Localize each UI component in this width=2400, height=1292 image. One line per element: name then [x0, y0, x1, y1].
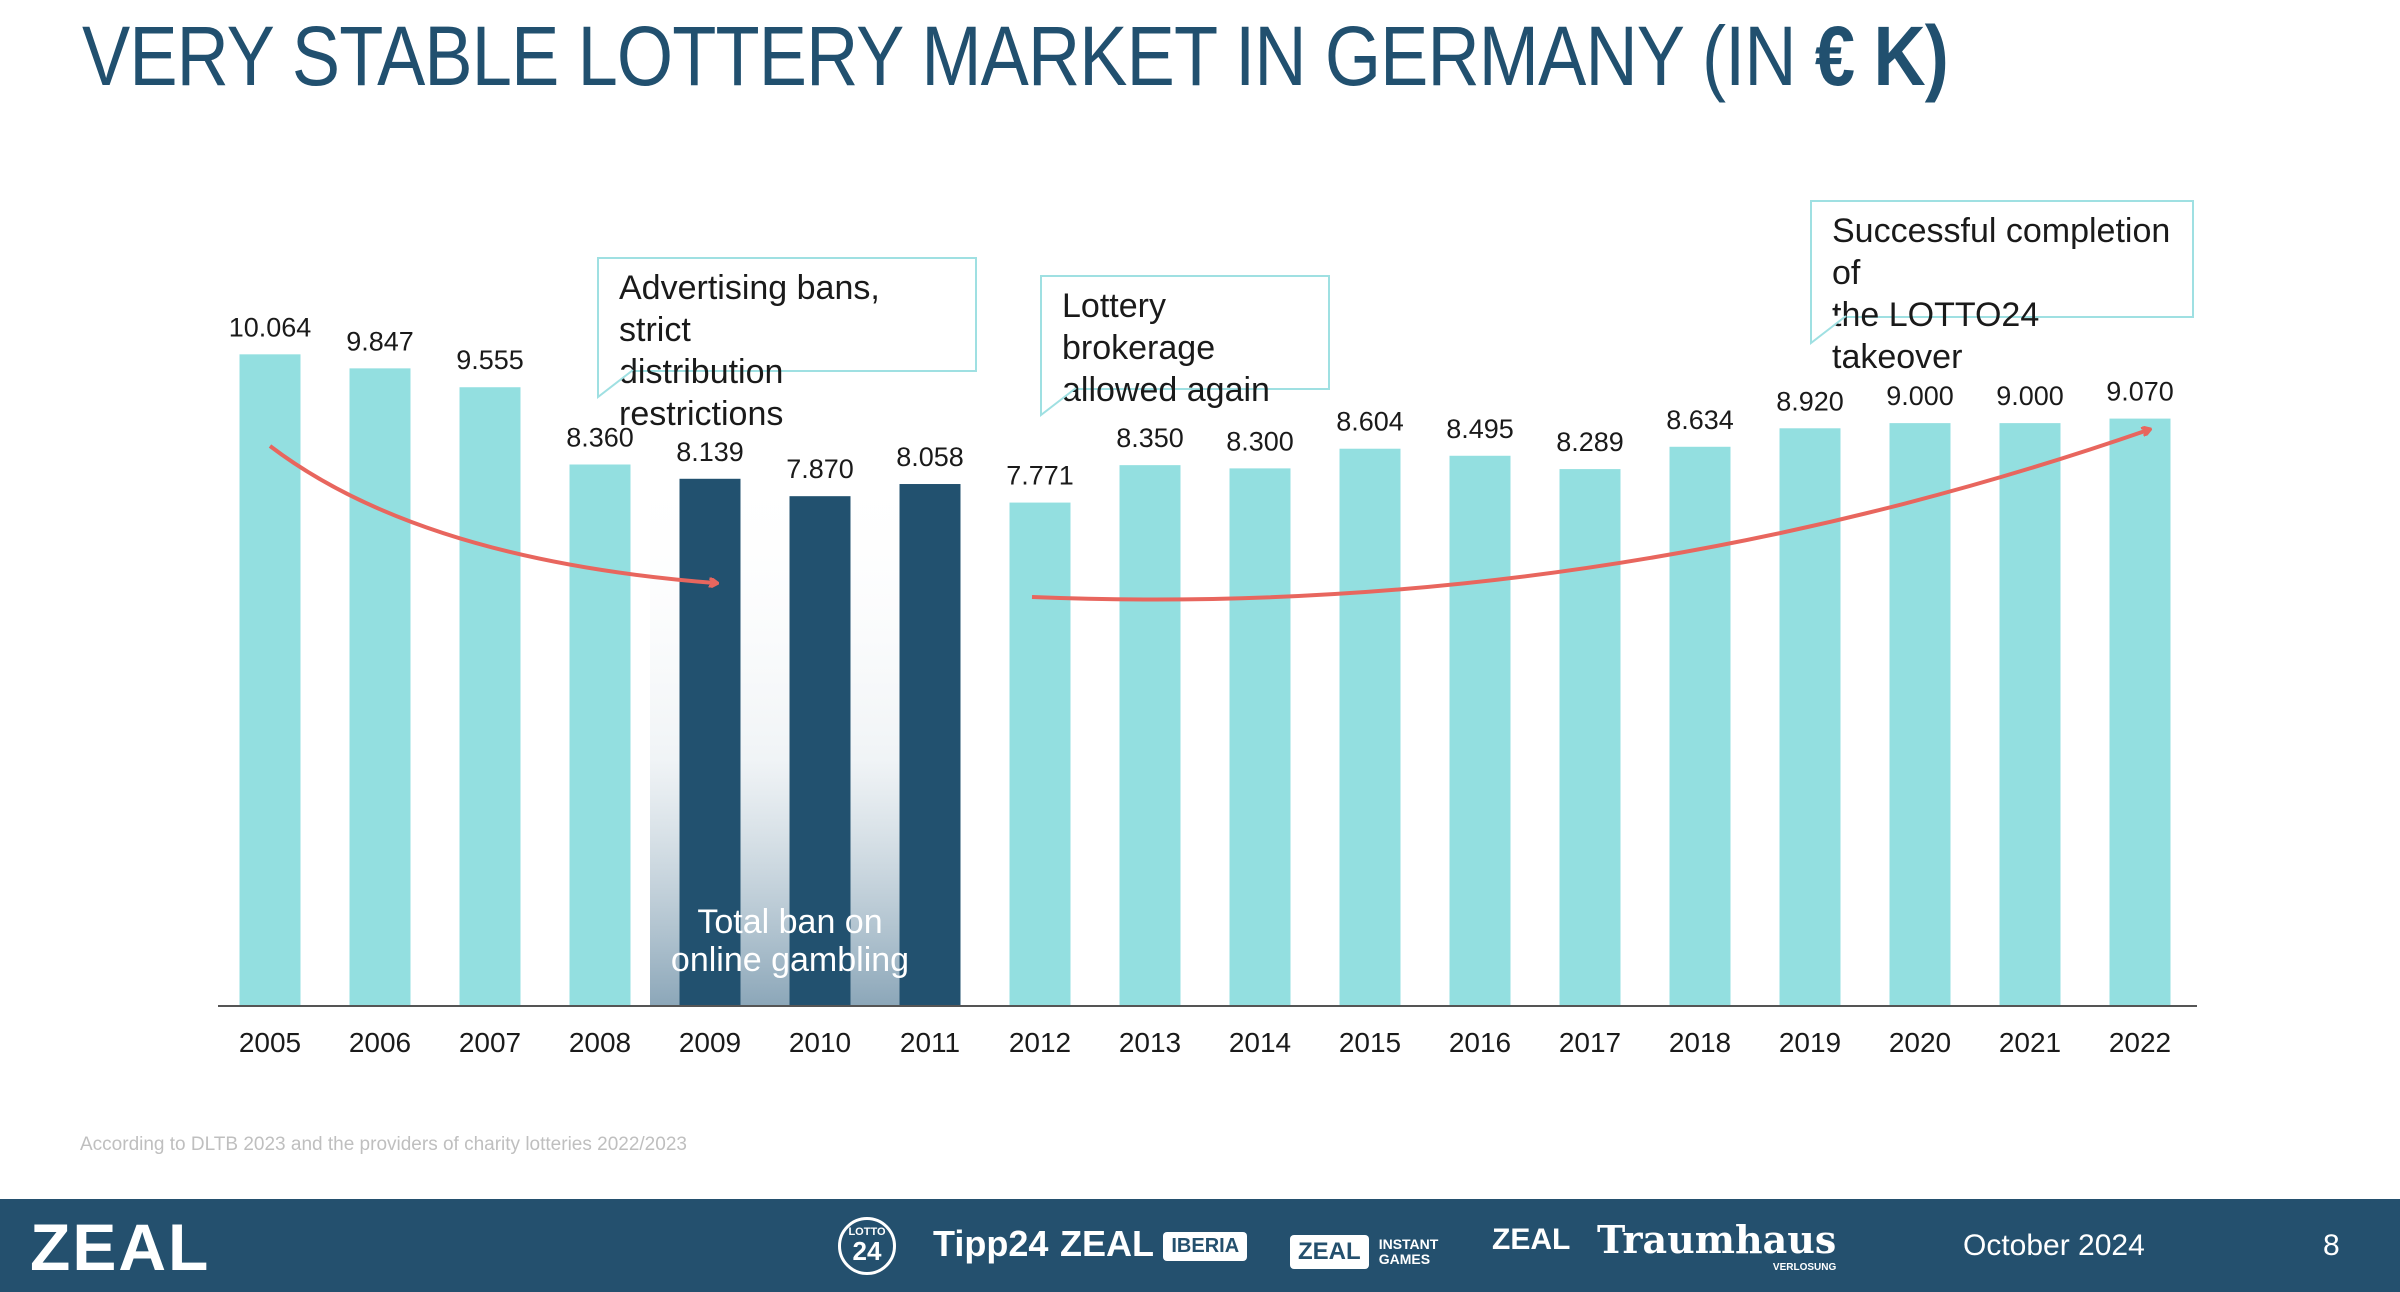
value-label-2010: 7.870 [786, 454, 854, 484]
x-tick-2008: 2008 [569, 1027, 631, 1058]
footer-date: October 2024 [1963, 1229, 2145, 1262]
x-tick-2013: 2013 [1119, 1027, 1181, 1058]
bar-2016 [1449, 455, 1511, 1005]
bar-2007 [459, 387, 521, 1005]
bar-2010 [789, 496, 851, 1005]
total-ban-label: Total ban on online gambling [670, 903, 910, 979]
x-tick-2018: 2018 [1669, 1027, 1731, 1058]
value-label-2009: 8.139 [676, 437, 744, 467]
callout-takeover: Successful completion of the LOTTO24 tak… [1810, 200, 2194, 376]
bar-2021 [1999, 423, 2061, 1006]
source-footnote: According to DLTB 2023 and the providers… [80, 1134, 687, 1155]
bar-2011 [899, 484, 961, 1006]
bar-2015 [1339, 448, 1401, 1006]
value-label-2015: 8.604 [1336, 407, 1404, 437]
callout-brokerage-tail [1040, 387, 1077, 417]
bar-2012 [1009, 502, 1071, 1005]
x-tick-2009: 2009 [679, 1027, 741, 1058]
value-label-2007: 9.555 [456, 345, 524, 375]
callout-advertising-bans: Advertising bans, strict distribution re… [597, 257, 977, 433]
zeal-brand-logo: ZEAL [30, 1210, 211, 1284]
value-label-2013: 8.350 [1116, 423, 1184, 453]
value-label-2017: 8.289 [1556, 427, 1624, 457]
bar-2013 [1119, 465, 1181, 1005]
lotto24-logo: LOTTO 24 [838, 1217, 896, 1275]
x-tick-2021: 2021 [1999, 1027, 2061, 1058]
callout-advertising-bans-tail [597, 369, 634, 399]
x-tick-2007: 2007 [459, 1027, 521, 1058]
growth-trend-arrow [1031, 430, 2148, 602]
x-tick-2006: 2006 [349, 1027, 411, 1058]
x-tick-2011: 2011 [900, 1027, 960, 1058]
footer-bar: ZEAL LOTTO 24 Tipp24 ZEAL IBERIA ZEAL IN… [0, 1199, 2400, 1292]
x-tick-2014: 2014 [1229, 1027, 1291, 1058]
x-tick-2015: 2015 [1339, 1027, 1401, 1058]
value-label-2018: 8.634 [1666, 405, 1734, 435]
page-title: VERY STABLE LOTTERY MARKET IN GERMANY (I… [82, 9, 1949, 103]
bar-2009 [679, 478, 741, 1006]
bar-2017 [1559, 469, 1621, 1006]
bar-2019 [1779, 428, 1841, 1005]
x-tick-2020: 2020 [1889, 1027, 1951, 1058]
bar-2022 [2109, 418, 2171, 1005]
bar-2005 [239, 354, 301, 1005]
bar-2008 [569, 464, 631, 1005]
bar-2020 [1889, 423, 1951, 1006]
value-label-2005: 10.064 [229, 312, 312, 342]
tipp24-logo: Tipp24 [933, 1223, 1049, 1264]
bar-chart: 10.064 9.847 9.555 8.360 8.139 7.870 8.058 7.77… [218, 312, 2197, 1058]
value-label-2022: 9.070 [2106, 377, 2174, 407]
decline-trend-arrow [268, 444, 715, 583]
bar-2018 [1669, 446, 1731, 1005]
bar-2014 [1229, 468, 1291, 1006]
value-label-2019: 8.920 [1776, 386, 1844, 416]
x-tick-2010: 2010 [789, 1027, 851, 1058]
value-label-2012: 7.771 [1006, 461, 1074, 491]
x-tick-2012: 2012 [1009, 1027, 1071, 1058]
value-label-2011: 8.058 [896, 442, 964, 472]
value-label-2008: 8.360 [566, 422, 634, 452]
x-tick-2017: 2017 [1559, 1027, 1621, 1058]
zeal-logo: ZEAL [1492, 1223, 1571, 1256]
value-label-2021: 9.000 [1996, 381, 2064, 411]
x-tick-2019: 2019 [1779, 1027, 1841, 1058]
bar-2006 [349, 368, 411, 1006]
value-label-2020: 9.000 [1886, 381, 1954, 411]
callout-takeover-tail [1810, 315, 1847, 345]
callout-brokerage: Lottery brokerage allowed again [1040, 275, 1330, 409]
value-label-2016: 8.495 [1446, 414, 1514, 444]
x-tick-2016: 2016 [1449, 1027, 1511, 1058]
traumhaus-logo: Traumhaus VERLOSUNG [1597, 1217, 1837, 1273]
zeal-iberia-logo: ZEAL IBERIA [1060, 1223, 1248, 1265]
value-label-2006: 9.847 [346, 326, 414, 356]
zeal-instant-games-logo: ZEAL INSTANT GAMES [1290, 1229, 1438, 1271]
value-label-2014: 8.300 [1226, 426, 1294, 456]
x-tick-2005: 2005 [239, 1027, 301, 1058]
page-number: 8 [2323, 1229, 2340, 1262]
x-tick-2022: 2022 [2109, 1027, 2171, 1058]
